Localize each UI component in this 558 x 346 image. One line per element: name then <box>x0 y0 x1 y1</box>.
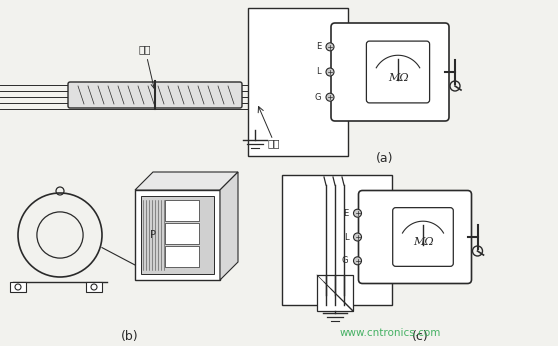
Text: G: G <box>315 93 321 102</box>
Text: 导线: 导线 <box>268 138 281 148</box>
Text: MΩ: MΩ <box>388 73 408 83</box>
Bar <box>165 223 199 244</box>
Bar <box>317 275 353 311</box>
FancyBboxPatch shape <box>358 191 472 283</box>
Bar <box>165 246 199 267</box>
Text: E: E <box>343 209 349 218</box>
Circle shape <box>326 93 334 101</box>
FancyBboxPatch shape <box>331 23 449 121</box>
Circle shape <box>354 233 362 241</box>
Circle shape <box>326 43 334 51</box>
Polygon shape <box>135 172 238 190</box>
Bar <box>165 200 199 221</box>
Text: (b): (b) <box>121 330 139 343</box>
Text: P: P <box>150 230 156 240</box>
Bar <box>10 282 26 292</box>
Bar <box>282 175 392 305</box>
Bar <box>141 196 214 274</box>
Bar <box>86 282 102 292</box>
Circle shape <box>354 257 362 265</box>
Text: (a): (a) <box>376 152 394 165</box>
Bar <box>135 190 220 280</box>
Text: 錢管: 錢管 <box>139 44 155 88</box>
Circle shape <box>354 209 362 217</box>
Bar <box>248 8 348 156</box>
Text: L: L <box>316 67 321 76</box>
FancyBboxPatch shape <box>393 208 453 266</box>
Polygon shape <box>220 172 238 280</box>
FancyBboxPatch shape <box>367 41 430 103</box>
Text: G: G <box>342 256 349 265</box>
Text: L: L <box>344 233 349 242</box>
Text: www.cntronics.com: www.cntronics.com <box>339 328 441 338</box>
Text: E: E <box>316 42 321 51</box>
Text: (c): (c) <box>412 330 429 343</box>
Text: MΩ: MΩ <box>413 237 434 247</box>
Circle shape <box>326 68 334 76</box>
FancyBboxPatch shape <box>68 82 242 108</box>
